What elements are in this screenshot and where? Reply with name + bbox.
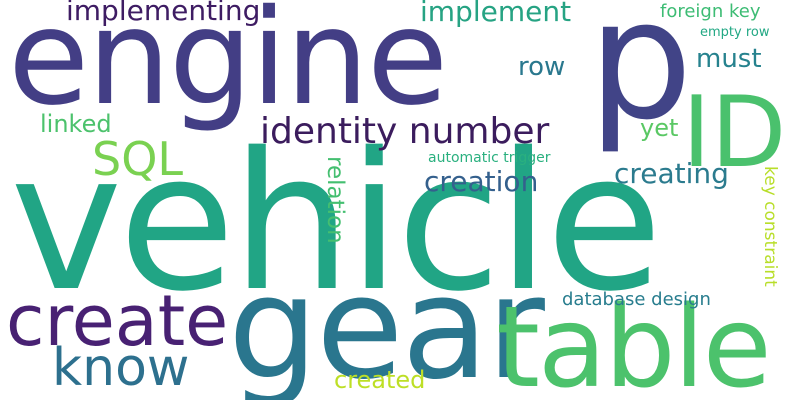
word-know: know — [52, 338, 190, 398]
word-table: table — [496, 283, 772, 400]
word-sql: SQL — [92, 132, 184, 186]
word-yet: yet — [640, 114, 679, 142]
word-empty-row: empty row — [700, 25, 770, 40]
word-database-design: database design — [562, 289, 711, 310]
word-must: must — [696, 44, 762, 74]
word-engine: engine — [8, 0, 448, 135]
word-key-constraint: key constraint — [760, 166, 780, 287]
word-p: p — [588, 0, 693, 156]
word-implement: implement — [420, 0, 572, 28]
word-relation: relation — [322, 156, 348, 244]
word-id: ID — [682, 76, 787, 190]
word-linked: linked — [40, 110, 112, 138]
word-creating: creating — [614, 157, 729, 190]
word-vehicle: vehicle — [10, 112, 663, 333]
word-automatic-trigger: automatic trigger — [428, 150, 551, 166]
word-create: create — [6, 280, 229, 362]
word-gear: gear — [228, 246, 545, 400]
word-created: created — [334, 366, 426, 394]
word-implementing: implementing — [66, 0, 261, 27]
word-identity-number: identity number — [260, 111, 550, 152]
word-creation: creation — [424, 165, 539, 198]
word-row: row — [518, 52, 566, 82]
word-foreign-key: foreign key — [660, 1, 761, 22]
